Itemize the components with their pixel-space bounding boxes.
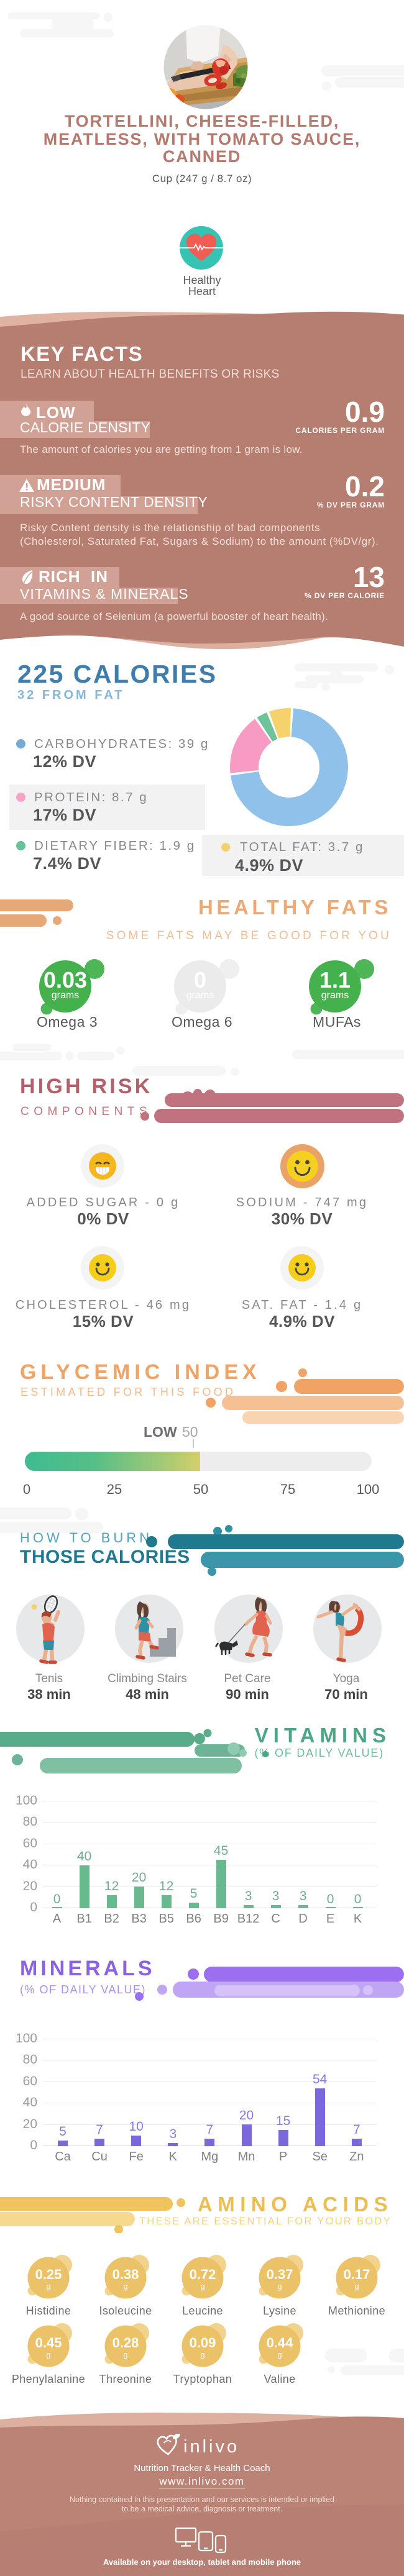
svg-text:inlivo: inlivo xyxy=(183,2437,239,2457)
